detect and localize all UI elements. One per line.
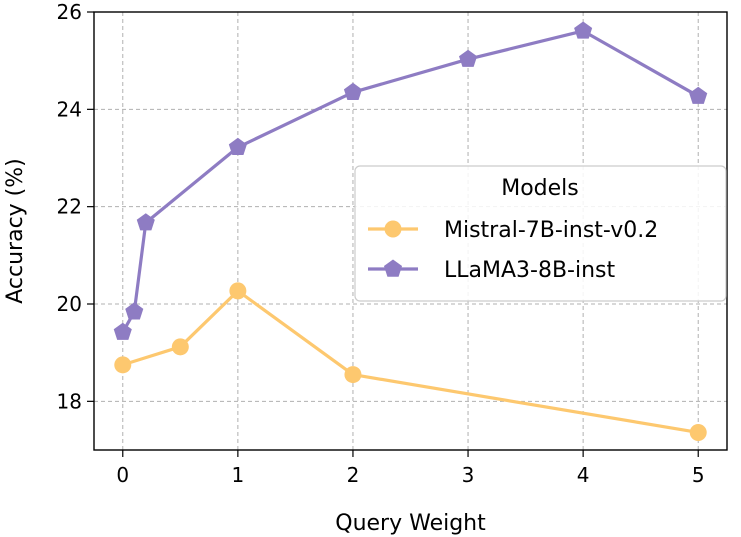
data-point [229, 282, 247, 300]
y-tick-label: 20 [57, 292, 82, 316]
legend-label: LLaMA3-8B-inst [444, 258, 616, 283]
data-point [459, 49, 478, 67]
x-tick-label: 5 [692, 463, 705, 487]
y-tick-label: 26 [57, 0, 82, 24]
x-tick-label: 0 [116, 463, 129, 487]
x-tick-label: 4 [577, 463, 590, 487]
y-axis-label: Accuracy (%) [3, 158, 28, 304]
plot-frame [93, 11, 728, 451]
y-tick-label: 24 [57, 97, 82, 121]
legend: Models Mistral-7B-inst-v0.2 LLaMA3-8B-ins… [354, 165, 727, 302]
legend-marker [384, 220, 402, 238]
ticks: 0 1 2 3 4 5 18 20 22 24 26 [57, 0, 705, 487]
data-point [113, 322, 132, 340]
legend-box [354, 165, 727, 302]
legend-title: Models [501, 176, 579, 201]
data-point [689, 423, 707, 441]
y-tick-label: 18 [57, 389, 82, 413]
series-line [122, 289, 699, 435]
data-point [343, 82, 362, 100]
data-point [171, 338, 189, 356]
data-point [344, 366, 362, 384]
data-point [125, 302, 144, 320]
x-tick-label: 3 [462, 463, 475, 487]
legend-label: Mistral-7B-inst-v0.2 [444, 218, 658, 243]
data-point [228, 137, 247, 155]
data-point [136, 213, 155, 231]
y-tick-label: 22 [57, 195, 82, 219]
series-line [121, 29, 700, 334]
x-axis-label: Query Weight [335, 511, 486, 536]
series-2 [113, 21, 708, 340]
x-tick-label: 1 [231, 463, 244, 487]
series-1 [114, 282, 707, 441]
series-layer [113, 21, 708, 441]
data-point [689, 86, 708, 104]
legend-entries: Mistral-7B-inst-v0.2 LLaMA3-8B-inst [368, 218, 658, 283]
x-tick-label: 2 [347, 463, 360, 487]
legend-marker [383, 259, 403, 277]
data-point [114, 356, 132, 374]
data-point [574, 21, 593, 39]
